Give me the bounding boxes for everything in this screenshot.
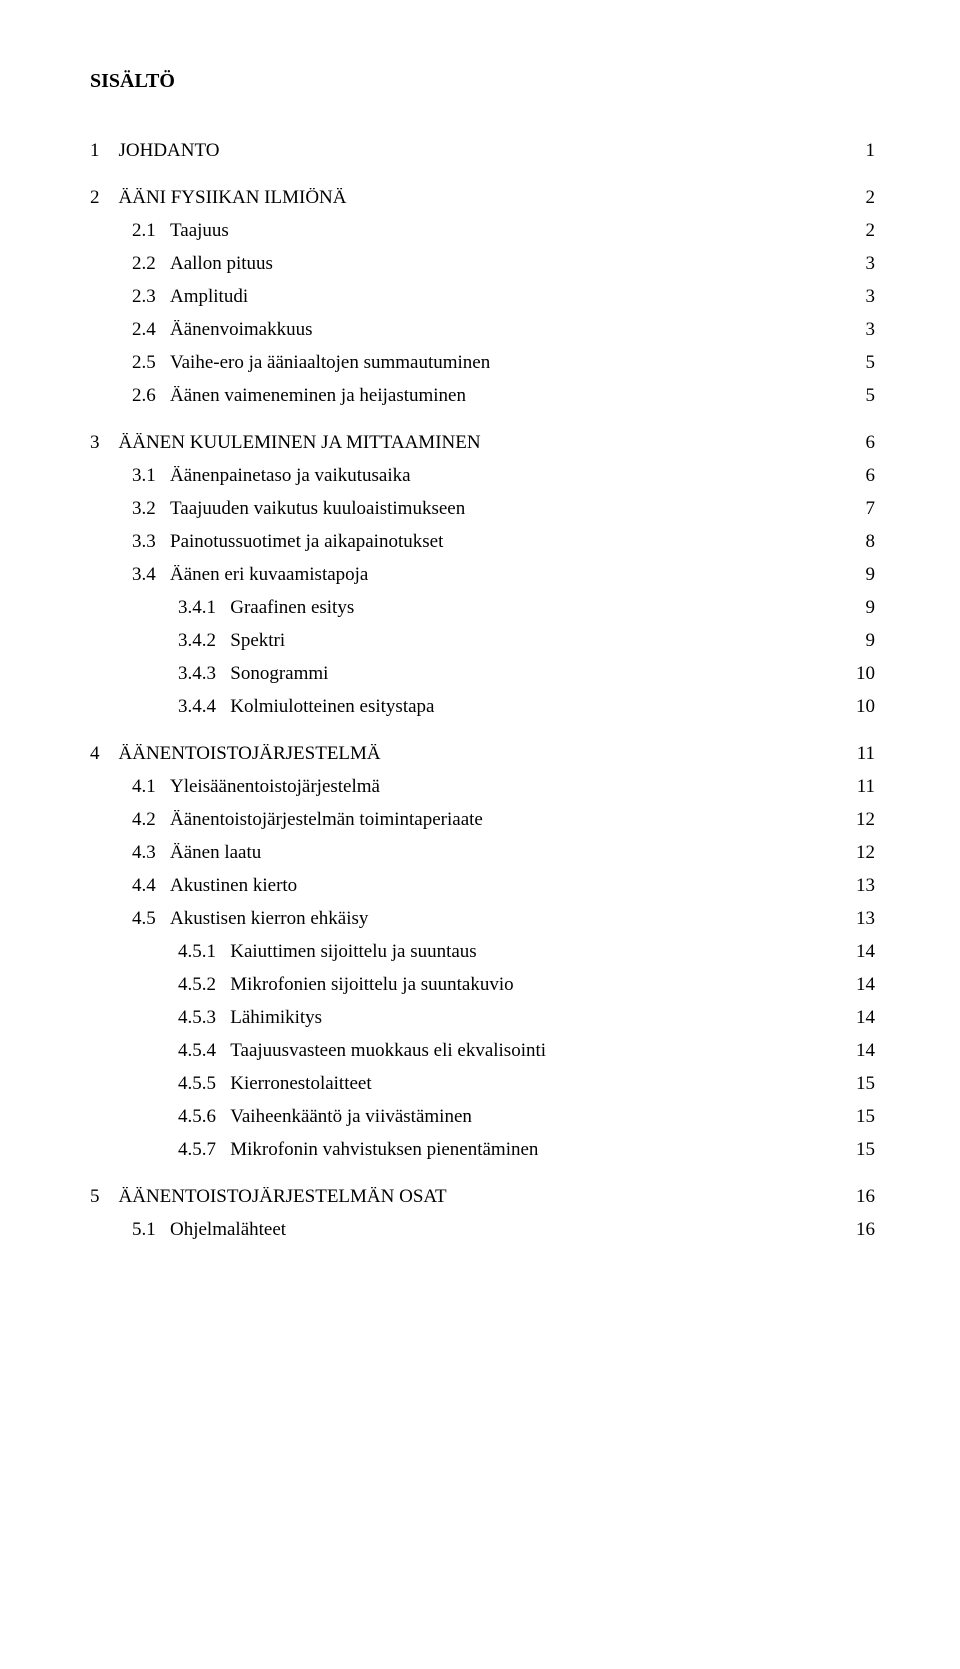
toc-entry-page: 16 bbox=[856, 1220, 875, 1239]
toc-entry-label: 4.5.3 Lähimikitys bbox=[178, 1008, 322, 1027]
toc-entry-page: 12 bbox=[856, 843, 875, 862]
toc-entry: 4.2 Äänentoistojärjestelmän toimintaperi… bbox=[90, 810, 875, 829]
toc-entry-page: 15 bbox=[856, 1107, 875, 1126]
toc-entry-label: 4.5.1 Kaiuttimen sijoittelu ja suuntaus bbox=[178, 942, 477, 961]
toc-entry: 5.1 Ohjelmalähteet 16 bbox=[90, 1220, 875, 1239]
toc-entry-label: 2.2 Aallon pituus bbox=[132, 254, 273, 273]
toc-entry-page: 6 bbox=[866, 466, 876, 485]
toc-heading: SISÄLTÖ bbox=[90, 70, 875, 93]
toc-entry-label: 1 JOHDANTO bbox=[90, 141, 219, 160]
toc-entry-label: 4.4 Akustinen kierto bbox=[132, 876, 297, 895]
toc-entry-page: 8 bbox=[866, 532, 876, 551]
toc-entry-page: 10 bbox=[856, 697, 875, 716]
toc-entry: 3.4.1 Graafinen esitys 9 bbox=[90, 598, 875, 617]
toc-entry: 4.5.5 Kierronestolaitteet 15 bbox=[90, 1074, 875, 1093]
toc-entry-label: 4.2 Äänentoistojärjestelmän toimintaperi… bbox=[132, 810, 483, 829]
toc-entry-label: 4.5.6 Vaiheenkääntö ja viivästäminen bbox=[178, 1107, 472, 1126]
toc-entry-page: 9 bbox=[866, 565, 876, 584]
toc-entry: 4.5.1 Kaiuttimen sijoittelu ja suuntaus … bbox=[90, 942, 875, 961]
toc-entry: 4.5.6 Vaiheenkääntö ja viivästäminen 15 bbox=[90, 1107, 875, 1126]
toc-entry: 4.5.2 Mikrofonien sijoittelu ja suuntaku… bbox=[90, 975, 875, 994]
toc-entry-page: 13 bbox=[856, 876, 875, 895]
toc-entry-page: 12 bbox=[856, 810, 875, 829]
toc-entry-page: 14 bbox=[856, 1041, 875, 1060]
toc-entry-page: 15 bbox=[856, 1074, 875, 1093]
toc-entry-label: 3 ÄÄNEN KUULEMINEN JA MITTAAMINEN bbox=[90, 433, 481, 452]
toc-entry: 4.5.4 Taajuusvasteen muokkaus eli ekvali… bbox=[90, 1041, 875, 1060]
toc-entry-page: 1 bbox=[866, 141, 876, 160]
toc-entry-page: 15 bbox=[856, 1140, 875, 1159]
toc-entry-label: 2 ÄÄNI FYSIIKAN ILMIÖNÄ bbox=[90, 188, 346, 207]
toc-entry-page: 13 bbox=[856, 909, 875, 928]
toc-entry-page: 14 bbox=[856, 942, 875, 961]
toc-entry-page: 5 bbox=[866, 386, 876, 405]
toc-entry-label: 2.5 Vaihe-ero ja ääniaaltojen summautumi… bbox=[132, 353, 490, 372]
toc-entry: 4.3 Äänen laatu 12 bbox=[90, 843, 875, 862]
toc-entry: 4.5 Akustisen kierron ehkäisy 13 bbox=[90, 909, 875, 928]
toc-entry: 4.4 Akustinen kierto 13 bbox=[90, 876, 875, 895]
toc-entry: 2 ÄÄNI FYSIIKAN ILMIÖNÄ 2 bbox=[90, 188, 875, 207]
toc-entry: 2.3 Amplitudi 3 bbox=[90, 287, 875, 306]
toc-entry-label: 3.4.1 Graafinen esitys bbox=[178, 598, 354, 617]
toc-entry: 3.3 Painotussuotimet ja aikapainotukset … bbox=[90, 532, 875, 551]
toc-entry-label: 5.1 Ohjelmalähteet bbox=[132, 1220, 286, 1239]
toc-entry-label: 5 ÄÄNENTOISTOJÄRJESTELMÄN OSAT bbox=[90, 1187, 447, 1206]
toc-entry: 3.2 Taajuuden vaikutus kuuloaistimukseen… bbox=[90, 499, 875, 518]
page: SISÄLTÖ 1 JOHDANTO 1 2 ÄÄNI FYSIIKAN ILMI… bbox=[0, 0, 960, 1669]
toc-entry-page: 5 bbox=[866, 353, 876, 372]
toc-entry-label: 4.5.5 Kierronestolaitteet bbox=[178, 1074, 372, 1093]
toc-entry-page: 3 bbox=[866, 287, 876, 306]
toc-entry-label: 3.2 Taajuuden vaikutus kuuloaistimukseen bbox=[132, 499, 465, 518]
toc-entry: 4.5.3 Lähimikitys 14 bbox=[90, 1008, 875, 1027]
table-of-contents: 1 JOHDANTO 12 ÄÄNI FYSIIKAN ILMIÖNÄ 22.1… bbox=[90, 141, 875, 1239]
toc-entry-page: 9 bbox=[866, 598, 876, 617]
toc-entry-label: 3.4.3 Sonogrammi bbox=[178, 664, 328, 683]
toc-entry: 2.1 Taajuus 2 bbox=[90, 221, 875, 240]
toc-entry: 2.5 Vaihe-ero ja ääniaaltojen summautumi… bbox=[90, 353, 875, 372]
toc-entry: 2.2 Aallon pituus 3 bbox=[90, 254, 875, 273]
toc-entry-label: 4.5.4 Taajuusvasteen muokkaus eli ekvali… bbox=[178, 1041, 546, 1060]
toc-entry-page: 11 bbox=[857, 777, 875, 796]
toc-entry-page: 10 bbox=[856, 664, 875, 683]
toc-entry-label: 3.4.4 Kolmiulotteinen esitystapa bbox=[178, 697, 434, 716]
toc-entry-page: 6 bbox=[866, 433, 876, 452]
toc-entry-label: 2.6 Äänen vaimeneminen ja heijastuminen bbox=[132, 386, 466, 405]
toc-entry-page: 11 bbox=[857, 744, 875, 763]
toc-entry-label: 2.3 Amplitudi bbox=[132, 287, 248, 306]
toc-entry: 3.4.2 Spektri 9 bbox=[90, 631, 875, 650]
toc-entry: 2.6 Äänen vaimeneminen ja heijastuminen … bbox=[90, 386, 875, 405]
toc-entry-label: 4.3 Äänen laatu bbox=[132, 843, 261, 862]
toc-entry: 4 ÄÄNENTOISTOJÄRJESTELMÄ 11 bbox=[90, 744, 875, 763]
toc-entry-page: 14 bbox=[856, 975, 875, 994]
toc-entry-label: 4.5.7 Mikrofonin vahvistuksen pienentämi… bbox=[178, 1140, 538, 1159]
toc-entry-label: 2.4 Äänenvoimakkuus bbox=[132, 320, 312, 339]
toc-entry-page: 3 bbox=[866, 320, 876, 339]
toc-entry-label: 3.1 Äänenpainetaso ja vaikutusaika bbox=[132, 466, 411, 485]
toc-entry-label: 4.1 Yleisäänentoistojärjestelmä bbox=[132, 777, 380, 796]
toc-entry-page: 2 bbox=[866, 221, 876, 240]
toc-entry: 3 ÄÄNEN KUULEMINEN JA MITTAAMINEN 6 bbox=[90, 433, 875, 452]
toc-entry: 5 ÄÄNENTOISTOJÄRJESTELMÄN OSAT 16 bbox=[90, 1187, 875, 1206]
toc-entry-label: 3.4.2 Spektri bbox=[178, 631, 285, 650]
toc-entry-page: 2 bbox=[866, 188, 876, 207]
toc-entry-label: 3.3 Painotussuotimet ja aikapainotukset bbox=[132, 532, 443, 551]
toc-entry: 3.4.4 Kolmiulotteinen esitystapa 10 bbox=[90, 697, 875, 716]
toc-entry-page: 9 bbox=[866, 631, 876, 650]
toc-entry-page: 3 bbox=[866, 254, 876, 273]
toc-entry: 3.4.3 Sonogrammi 10 bbox=[90, 664, 875, 683]
toc-entry-label: 3.4 Äänen eri kuvaamistapoja bbox=[132, 565, 368, 584]
toc-entry-label: 4 ÄÄNENTOISTOJÄRJESTELMÄ bbox=[90, 744, 381, 763]
toc-entry: 1 JOHDANTO 1 bbox=[90, 141, 875, 160]
toc-entry: 3.4 Äänen eri kuvaamistapoja 9 bbox=[90, 565, 875, 584]
toc-entry-label: 4.5 Akustisen kierron ehkäisy bbox=[132, 909, 368, 928]
toc-entry: 4.5.7 Mikrofonin vahvistuksen pienentämi… bbox=[90, 1140, 875, 1159]
toc-entry: 3.1 Äänenpainetaso ja vaikutusaika 6 bbox=[90, 466, 875, 485]
toc-entry-page: 14 bbox=[856, 1008, 875, 1027]
toc-entry-page: 16 bbox=[856, 1187, 875, 1206]
toc-entry: 4.1 Yleisäänentoistojärjestelmä 11 bbox=[90, 777, 875, 796]
toc-entry-label: 2.1 Taajuus bbox=[132, 221, 229, 240]
toc-entry: 2.4 Äänenvoimakkuus 3 bbox=[90, 320, 875, 339]
toc-entry-label: 4.5.2 Mikrofonien sijoittelu ja suuntaku… bbox=[178, 975, 514, 994]
toc-entry-page: 7 bbox=[866, 499, 876, 518]
